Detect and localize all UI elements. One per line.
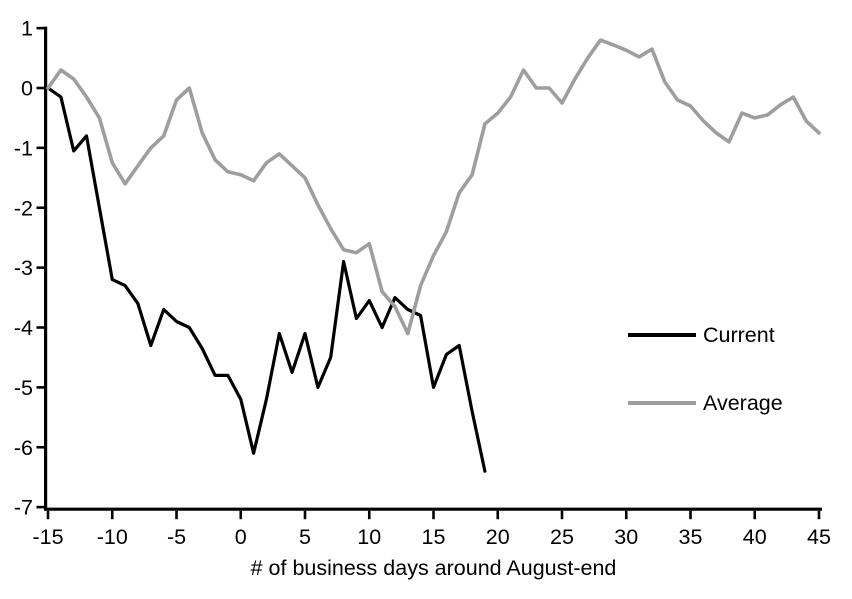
x-tick-label: -5 — [167, 525, 186, 549]
legend-label-current: Current — [703, 322, 775, 347]
x-tick-label: 0 — [235, 525, 247, 549]
x-tick-label: -10 — [97, 525, 128, 549]
y-tick-label: -5 — [14, 376, 33, 400]
x-tick-label: 45 — [807, 525, 831, 549]
x-axis-title: # of business days around August-end — [250, 556, 617, 580]
legend-label-average: Average — [703, 390, 783, 415]
x-tick-label: 20 — [486, 525, 510, 549]
y-tick-label: 0 — [21, 77, 33, 101]
series-line-current — [46, 86, 487, 473]
y-tick-label: -1 — [14, 136, 33, 160]
y-tick-label: -6 — [14, 436, 33, 460]
current-series-swatch — [628, 333, 696, 337]
x-tick-label: 5 — [299, 525, 311, 549]
x-tick-label: 40 — [743, 525, 767, 549]
y-tick-label: 1 — [21, 17, 33, 41]
y-tick-label: -2 — [14, 196, 33, 220]
legend-item-current: Current — [628, 322, 775, 348]
x-tick-label: 35 — [679, 525, 703, 549]
series-line-average — [46, 38, 821, 336]
x-tick-label: -15 — [32, 525, 63, 549]
x-tick-label: 10 — [357, 525, 381, 549]
x-tick-label: 15 — [422, 525, 446, 549]
legend-item-average: Average — [628, 390, 783, 416]
y-tick-label: -7 — [14, 496, 33, 520]
average-series-swatch — [628, 401, 696, 405]
x-tick-label: 25 — [550, 525, 574, 549]
y-tick-label: -4 — [14, 316, 33, 340]
y-tick-label: -3 — [14, 256, 33, 280]
x-tick-label: 30 — [614, 525, 638, 549]
